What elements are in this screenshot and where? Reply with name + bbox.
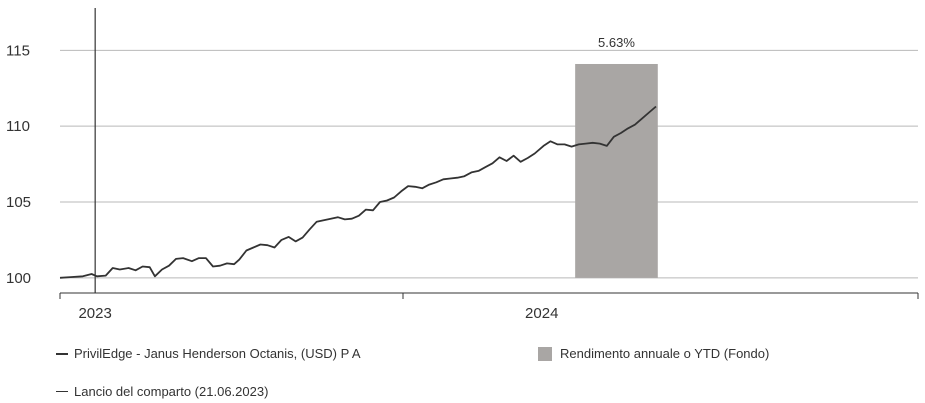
y-tick-label-115: 115 <box>6 42 30 59</box>
legend-swatch-fund <box>56 352 68 355</box>
legend-swatch-ytd <box>538 346 552 361</box>
x-tick-label-2024: 2024 <box>525 305 558 322</box>
legend-item-fund: PrivilEdge - Janus Henderson Octanis, (U… <box>56 346 361 361</box>
legend-swatch-launch <box>56 391 68 392</box>
y-tick-labels: 100 105 110 115 <box>6 42 31 287</box>
series-line-0 <box>59 105 657 279</box>
series-line-layer <box>59 8 657 293</box>
legend-label-fund: PrivilEdge - Janus Henderson Octanis, (U… <box>74 346 361 361</box>
x-axis: 2023 2024 <box>59 292 919 322</box>
performance-chart: 5.63% 2023 2024 100 105 110 115 <box>6 8 919 322</box>
y-tick-label-105: 105 <box>6 194 31 211</box>
ytd-bar <box>575 63 658 278</box>
y-tick-label-100: 100 <box>6 270 31 287</box>
y-tick-label-110: 110 <box>6 118 30 135</box>
x-tick-label-2023: 2023 <box>78 305 111 322</box>
ytd-bar-label: 5.63% <box>598 35 635 50</box>
grid-lines <box>60 49 918 279</box>
legend-label-ytd: Rendimento annuale o YTD (Fondo) <box>560 346 770 361</box>
ytd-bar-layer: 5.63% <box>575 35 658 278</box>
legend-item-launch: Lancio del comparto (21.06.2023) <box>56 384 268 399</box>
legend-item-ytd: Rendimento annuale o YTD (Fondo) <box>538 346 769 361</box>
legend-label-launch: Lancio del comparto (21.06.2023) <box>74 384 269 399</box>
